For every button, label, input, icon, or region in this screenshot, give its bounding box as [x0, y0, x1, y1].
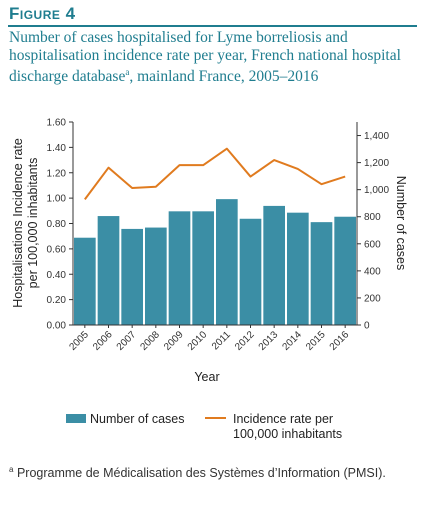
left-tick-label: 0.80	[47, 219, 67, 230]
x-tick-label: 2014	[280, 329, 304, 353]
x-axis-ticks: 2005 2006 2007 2008 2009 2010 2011 2012 2013 2014…	[67, 325, 352, 353]
bar-2015	[310, 222, 333, 325]
bar-2010	[192, 211, 214, 325]
x-tick-label: 2012	[233, 329, 257, 353]
left-tick-label: 1.20	[47, 168, 67, 179]
x-tick-label: 2015	[304, 329, 328, 353]
figure-title-rule	[8, 25, 417, 27]
right-tick-label: 200	[364, 293, 381, 304]
figure-title-note-marker: a	[125, 67, 130, 77]
left-tick-label: 1.40	[47, 143, 67, 154]
bar-2012	[239, 218, 262, 325]
left-tick-label: 0.60	[47, 244, 67, 255]
x-tick-label: 2009	[162, 329, 186, 353]
legend-bar-swatch	[66, 414, 86, 423]
figure-title-text: Number of cases hospitalised for Lyme bo…	[9, 29, 401, 86]
left-tick-label: 0.20	[47, 295, 67, 306]
bar-2007	[121, 228, 143, 325]
legend-line-label-1: Incidence rate per	[233, 412, 333, 426]
footnote-text: Programme de Médicalisation des Systèmes…	[16, 466, 386, 481]
right-tick-label: 1,400	[364, 131, 389, 142]
bar-2016	[334, 216, 356, 325]
line-series	[84, 147, 346, 200]
bar-2006	[97, 216, 120, 325]
bar-2009	[168, 211, 191, 325]
figure-title-suffix: , mainland France, 2005–2016	[129, 68, 319, 86]
left-tick-label: 0.40	[47, 270, 67, 281]
left-axis-ticks: 0.00 0.20 0.40 0.60 0.80 1.00 1.20 1.40 1.60	[47, 118, 73, 332]
x-axis-label: Year	[194, 370, 219, 384]
bar-2013	[263, 205, 285, 325]
x-tick-label: 2005	[67, 329, 91, 353]
right-tick-label: 600	[364, 239, 381, 250]
bar-2005	[74, 237, 96, 325]
x-tick-label: 2016	[328, 329, 352, 353]
footnote-marker: a	[9, 465, 14, 474]
footnote: a Programme de Médicalisation des Systèm…	[9, 462, 409, 481]
right-axis-label: Number of cases	[394, 176, 408, 270]
x-tick-label: 2013	[257, 329, 281, 353]
bar-series	[74, 199, 356, 325]
x-tick-label: 2008	[138, 329, 162, 353]
x-tick-label: 2010	[186, 329, 210, 353]
legend: Number of cases Incidence rate per 100,0…	[66, 412, 342, 441]
right-tick-label: 800	[364, 212, 381, 223]
legend-line-label-2: 100,000 inhabitants	[233, 427, 342, 441]
left-tick-label: 0.00	[47, 321, 67, 332]
legend-bar-label: Number of cases	[90, 412, 184, 426]
bar-2008	[145, 227, 167, 325]
left-axis-label-line1: Hospitalisations Incidence rate	[11, 138, 25, 308]
left-axis-label-line2: per 100,000 inhabitants	[26, 158, 40, 289]
bar-2011	[216, 199, 238, 325]
right-tick-label: 1,000	[364, 185, 389, 196]
bar-2014	[287, 212, 309, 325]
right-tick-label: 400	[364, 266, 381, 277]
right-tick-label: 0	[364, 321, 370, 332]
figure-title: Number of cases hospitalised for Lyme bo…	[9, 29, 419, 86]
right-axis-ticks: 0 200 400 600 800 1,000 1,200 1,400	[357, 131, 389, 332]
left-tick-label: 1.00	[47, 194, 67, 205]
right-tick-label: 1,200	[364, 158, 389, 169]
x-tick-label: 2011	[210, 329, 233, 352]
incidence-rate-line	[84, 147, 346, 200]
x-tick-label: 2006	[91, 329, 115, 353]
left-tick-label: 1.60	[47, 118, 67, 129]
figure-label: Figure 4	[9, 4, 76, 23]
x-tick-label: 2007	[115, 329, 139, 353]
